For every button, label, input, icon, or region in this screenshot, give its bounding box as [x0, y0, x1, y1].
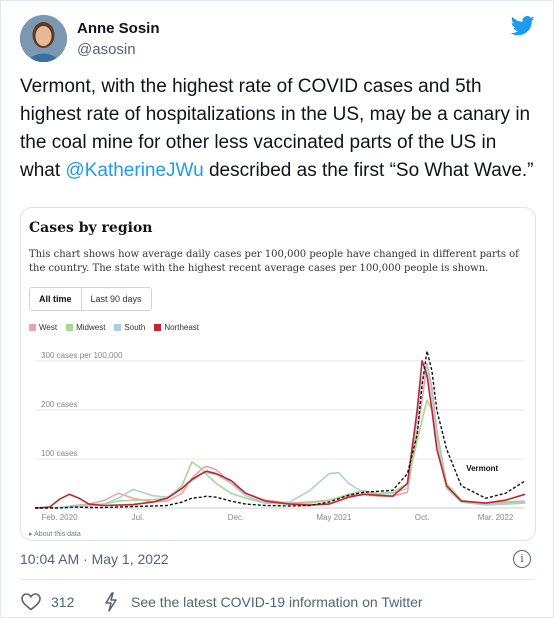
author-handle[interactable]: @asosin: [77, 41, 136, 58]
chart-plot: 100 cases 200 cases 300 cases per 100,000 F…: [34, 350, 526, 522]
series-line-west: [34, 362, 526, 509]
x-tick-label: Jul.: [132, 513, 144, 522]
series-line-vermont: [35, 350, 526, 509]
avatar[interactable]: [20, 15, 67, 62]
x-tick-label: Dec.: [228, 513, 244, 522]
tab-all-time[interactable]: All time: [30, 288, 82, 310]
info-icon[interactable]: i: [513, 550, 531, 568]
chart-legend: West Midwest South Northeast: [29, 323, 199, 332]
tweet-text: Vermont, with the highest rate of COVID …: [20, 76, 534, 181]
series-line-northeast: [34, 360, 526, 509]
legend-west: West: [29, 323, 57, 332]
legend-midwest: Midwest: [66, 323, 105, 332]
y-tick-label: 300 cases per 100,000: [41, 351, 123, 360]
vermont-label: Vermont: [466, 464, 498, 473]
series-line-south: [34, 364, 526, 509]
y-tick-label: 100 cases: [41, 449, 77, 458]
author-name[interactable]: Anne Sosin: [77, 20, 160, 37]
chart-description: This chart shows how average daily cases…: [29, 249, 519, 274]
x-tick-label: Oct.: [415, 513, 430, 522]
legend-northeast: Northeast: [154, 323, 199, 332]
y-tick-label: 200 cases: [41, 400, 77, 409]
chart-card[interactable]: Cases by region This chart shows how ave…: [20, 207, 536, 541]
tab-last-90-days[interactable]: Last 90 days: [90, 294, 142, 304]
about-data-link[interactable]: ▸ About this data: [29, 531, 81, 538]
chart-title: Cases by region: [29, 220, 153, 236]
mention-link[interactable]: @KatherineJWu: [65, 160, 204, 181]
covid-info-link[interactable]: See the latest COVID-19 information on T…: [131, 594, 423, 610]
heart-icon[interactable]: [21, 593, 41, 611]
legend-south: South: [114, 323, 145, 332]
tweet-timestamp[interactable]: 10:04 AM · May 1, 2022: [20, 551, 169, 567]
chart-tabs: All time Last 90 days: [29, 287, 152, 311]
divider: [20, 579, 535, 580]
twitter-bird-icon[interactable]: [511, 16, 535, 36]
x-tick-label: May 2021: [316, 513, 352, 522]
like-count: 312: [51, 594, 75, 610]
x-tick-label: Feb. 2020: [41, 513, 78, 522]
x-tick-label: Mar. 2022: [478, 513, 514, 522]
bolt-icon[interactable]: [104, 592, 118, 612]
